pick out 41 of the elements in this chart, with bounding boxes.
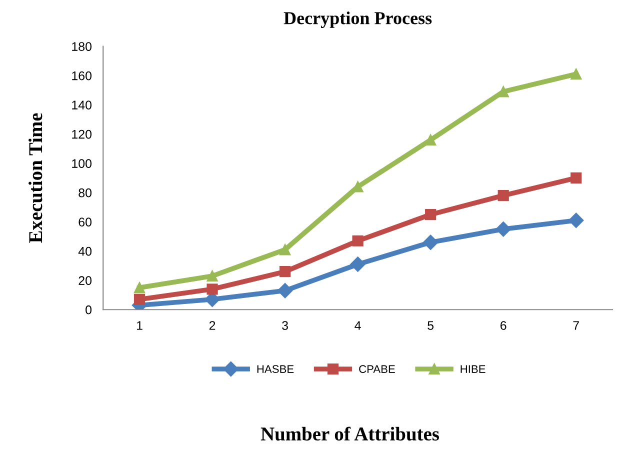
legend-label: HIBE bbox=[460, 365, 486, 373]
legend-label: HASBE bbox=[257, 365, 294, 373]
y-tick-label: 20 bbox=[78, 276, 92, 286]
point bbox=[279, 266, 291, 278]
point bbox=[134, 294, 146, 305]
point bbox=[570, 172, 582, 184]
y-tick-label: 180 bbox=[72, 42, 92, 51]
y-tick-label: 140 bbox=[72, 100, 92, 110]
point bbox=[352, 235, 364, 246]
point bbox=[277, 283, 293, 298]
y-tick-label: 120 bbox=[72, 130, 92, 139]
y-tick-label: 40 bbox=[78, 246, 92, 256]
y-tick-label: 160 bbox=[72, 71, 92, 80]
x-tick-label: 3 bbox=[282, 321, 288, 330]
chart-title: Decryption Process bbox=[284, 12, 432, 28]
point bbox=[425, 134, 436, 146]
y-tick-label: 80 bbox=[78, 188, 92, 198]
point bbox=[206, 284, 218, 295]
x-tick-label: 1 bbox=[136, 321, 142, 330]
x-tick-label: 6 bbox=[500, 321, 506, 330]
point bbox=[496, 222, 511, 237]
point bbox=[423, 234, 438, 250]
point bbox=[350, 256, 366, 272]
legend-label: CPABE bbox=[359, 365, 395, 373]
x-tick-label: 2 bbox=[209, 321, 216, 330]
point bbox=[498, 190, 509, 202]
point bbox=[206, 270, 218, 282]
point bbox=[425, 208, 436, 220]
x-tick-label: 7 bbox=[573, 321, 579, 330]
x-tick-label: 5 bbox=[428, 321, 434, 330]
point bbox=[498, 86, 509, 98]
point bbox=[134, 282, 146, 294]
x-axis-title: Number of Attributes bbox=[260, 426, 440, 441]
y-tick-label: 100 bbox=[72, 159, 92, 168]
y-tick-label: 60 bbox=[78, 218, 92, 227]
x-tick-label: 4 bbox=[354, 321, 361, 330]
point bbox=[568, 212, 584, 228]
point bbox=[570, 68, 582, 80]
point bbox=[279, 244, 291, 256]
y-axis-title: Execution Time bbox=[28, 113, 42, 243]
y-tick-label: 0 bbox=[86, 305, 92, 314]
